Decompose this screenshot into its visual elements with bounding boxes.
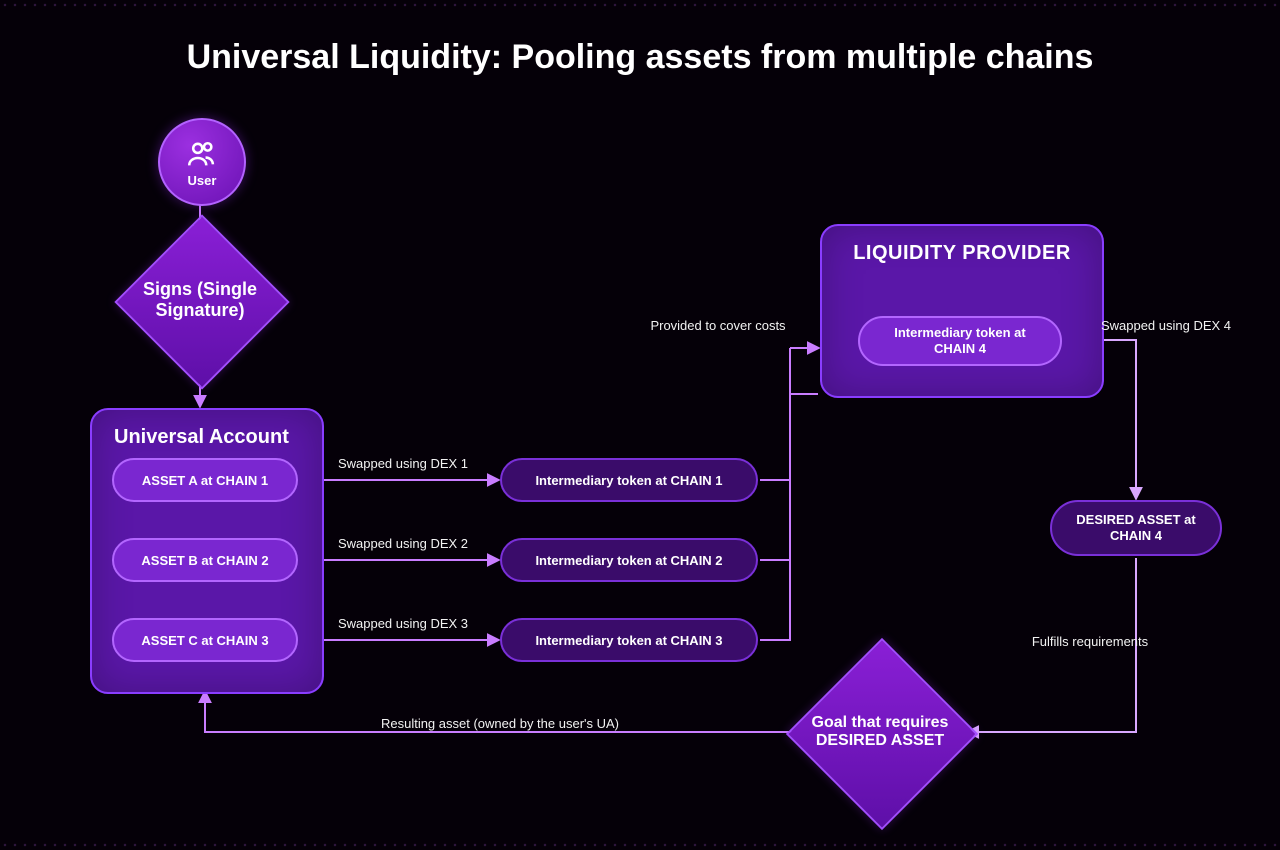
intermediary-4-pill: Intermediary token at CHAIN 4 [858,316,1062,366]
asset-b-pill: ASSET B at CHAIN 2 [112,538,298,582]
decorative-border-bottom [0,840,1280,850]
user-node: User [158,118,246,206]
intermediary-3-pill: Intermediary token at CHAIN 3 [500,618,758,662]
user-label: User [188,173,217,188]
intermediary-2-pill: Intermediary token at CHAIN 2 [500,538,758,582]
intermediary-1-pill: Intermediary token at CHAIN 1 [500,458,758,502]
asset-a-pill: ASSET A at CHAIN 1 [112,458,298,502]
edge-label-swap2: Swapped using DEX 2 [318,536,488,551]
edge-label-provided: Provided to cover costs [628,318,808,333]
liquidity-provider-panel: LIQUIDITY PROVIDER [820,224,1104,398]
edge-label-swap3: Swapped using DEX 3 [318,616,488,631]
asset-c-pill: ASSET C at CHAIN 3 [112,618,298,662]
goal-label: Goal that requires DESIRED ASSET [780,714,980,750]
users-icon [185,137,219,171]
edge-label-swap4: Swapped using DEX 4 [1066,318,1266,333]
decorative-border-top [0,0,1280,10]
desired-asset-pill: DESIRED ASSET at CHAIN 4 [1050,500,1222,556]
edge-label-resulting: Resulting asset (owned by the user's UA) [340,716,660,731]
lp-title: LIQUIDITY PROVIDER [822,242,1102,265]
edge-label-swap1: Swapped using DEX 1 [318,456,488,471]
edge-label-fulfills: Fulfills requirements [990,634,1190,649]
page-title: Universal Liquidity: Pooling assets from… [0,38,1280,77]
ua-title: Universal Account [114,426,322,449]
signs-label: Signs (Single Signature) [115,279,285,321]
